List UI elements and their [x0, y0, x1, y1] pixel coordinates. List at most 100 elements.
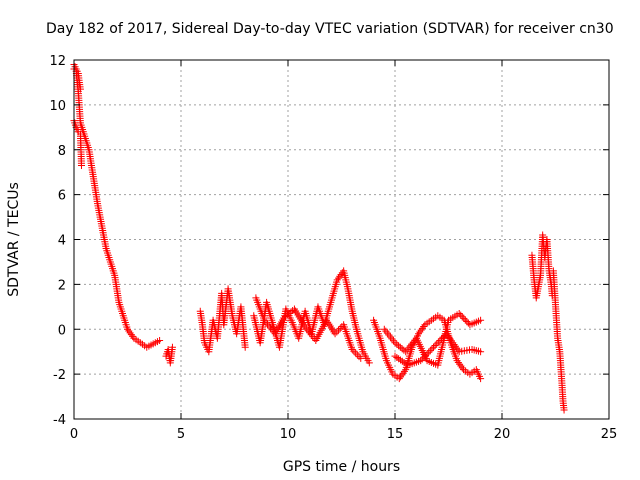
interp-point	[456, 360, 464, 368]
data-point	[77, 161, 85, 169]
data-point	[380, 325, 388, 333]
interp-point	[438, 335, 446, 343]
interp-point	[449, 339, 457, 347]
interp-point	[282, 313, 290, 321]
interp-point	[416, 328, 424, 336]
data-point	[442, 330, 450, 338]
interp-point	[388, 335, 396, 343]
data-point	[241, 343, 249, 351]
interp-point	[453, 344, 461, 352]
interp-point	[355, 353, 363, 361]
data-point	[156, 336, 164, 344]
interp-point	[382, 327, 390, 335]
interp-point	[383, 329, 391, 337]
y-tick-label: 12	[49, 54, 66, 69]
interp-point	[335, 274, 343, 282]
data-point	[477, 348, 485, 356]
interp-point	[398, 345, 406, 353]
y-tick-label: 4	[58, 234, 66, 249]
interp-point	[397, 373, 405, 381]
interp-point	[418, 355, 426, 363]
interp-point	[126, 329, 134, 337]
interp-point	[436, 336, 444, 344]
interp-point	[447, 337, 455, 345]
interp-point	[454, 346, 462, 354]
data-point	[415, 330, 423, 338]
interp-point	[458, 313, 466, 321]
data-point	[455, 310, 463, 318]
interp-point	[398, 371, 406, 379]
data-points	[70, 60, 568, 414]
interp-point	[431, 342, 439, 350]
x-tick-label: 0	[70, 427, 78, 442]
x-tick-label: 25	[601, 427, 618, 442]
interp-point	[127, 331, 135, 339]
y-tick-label: 6	[58, 189, 66, 204]
interp-point	[421, 352, 429, 360]
data-point	[417, 357, 425, 365]
interp-point	[420, 323, 428, 331]
interp-point	[434, 338, 442, 346]
interp-point	[125, 327, 133, 335]
x-tick-label: 10	[280, 427, 297, 442]
data-point	[365, 359, 373, 367]
interp-point	[418, 324, 426, 332]
interp-point	[285, 310, 293, 318]
axes: 0 5 10 15 20 25 -4 -2 0 2 4 6 8 10 12	[49, 54, 617, 442]
interp-point	[425, 348, 433, 356]
y-axis-title: SDTVAR / TECUs	[6, 182, 22, 297]
y-tick-label: -4	[53, 413, 66, 428]
interp-point	[444, 332, 452, 340]
data-point	[333, 276, 341, 284]
interp-point	[389, 337, 397, 345]
interp-point	[450, 341, 458, 349]
interp-point	[463, 318, 471, 326]
interp-point	[353, 351, 361, 359]
interp-point	[454, 358, 462, 366]
interp-point	[451, 342, 459, 350]
data-point	[168, 343, 176, 351]
interp-point	[428, 345, 436, 353]
interp-point	[129, 332, 137, 340]
interp-point	[396, 343, 404, 351]
interp-point	[417, 326, 425, 334]
y-tick-label: -2	[53, 368, 66, 383]
grid	[74, 60, 609, 419]
data-point	[124, 325, 131, 333]
data-point	[357, 354, 365, 362]
data-point	[453, 357, 461, 365]
interp-point	[458, 364, 466, 372]
x-tick-label: 5	[177, 427, 185, 442]
interp-point	[386, 333, 394, 341]
data-point	[477, 316, 485, 324]
interp-point	[336, 324, 344, 332]
interp-point	[336, 272, 344, 280]
data-point	[391, 339, 399, 347]
interp-point	[307, 331, 315, 339]
data-point	[560, 406, 568, 414]
x-axis-title: GPS time / hours	[283, 459, 400, 475]
interp-point	[335, 326, 343, 334]
interp-point	[287, 308, 295, 316]
interp-point	[426, 347, 434, 355]
data-point	[395, 375, 403, 383]
interp-point	[393, 340, 401, 348]
interp-point	[399, 369, 407, 377]
data-point	[331, 330, 339, 338]
x-tick-label: 20	[494, 427, 511, 442]
interp-point	[423, 350, 431, 358]
interp-point	[400, 367, 408, 375]
interp-point	[457, 362, 465, 370]
interp-point	[337, 271, 345, 279]
data-point	[477, 375, 485, 383]
data-point	[76, 85, 84, 93]
y-tick-label: 10	[49, 99, 66, 114]
interp-point	[433, 340, 441, 348]
y-tick-label: 0	[58, 323, 66, 338]
interp-point	[283, 311, 291, 319]
interp-point	[460, 314, 468, 322]
interp-point	[420, 353, 428, 361]
interp-point	[395, 342, 403, 350]
interp-point	[445, 333, 453, 341]
